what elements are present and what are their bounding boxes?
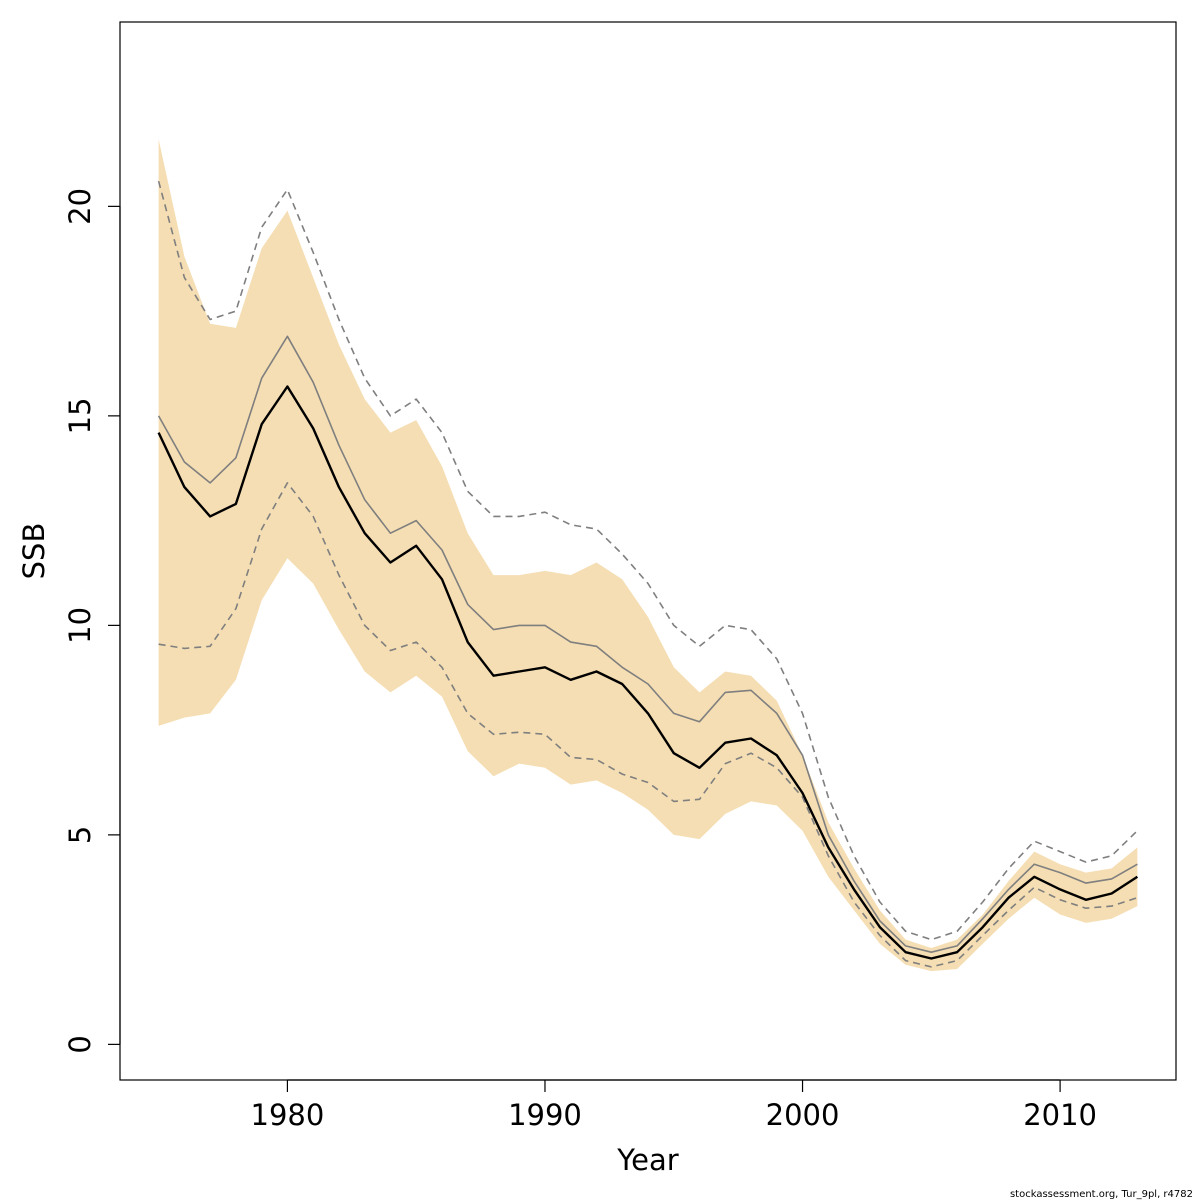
y-tick-label-10: 10	[63, 607, 97, 644]
series-line-4	[158, 482, 1138, 968]
x-tick-label-2000: 2000	[766, 1098, 840, 1132]
y-tick-label-15: 15	[63, 397, 97, 434]
series-line-2	[157, 335, 1138, 954]
footer-source-text: stockassessment.org, Tur_9pl, r4782	[1010, 1189, 1193, 1200]
y-tick-label-0: 0	[63, 1035, 97, 1053]
confidence-band-layer	[158, 139, 1138, 972]
x-tick-label-1980: 1980	[251, 1098, 325, 1132]
confidence-band	[158, 139, 1138, 972]
y-tick-label-20: 20	[63, 188, 97, 225]
x-axis-title: Year	[616, 1143, 678, 1177]
y-axis-title: SSB	[17, 523, 51, 580]
y-tick-label-5: 5	[63, 826, 97, 844]
x-axis: 1980 1990 2000 2010	[251, 1079, 1097, 1132]
series-line-1	[157, 385, 1139, 960]
series-layer	[157, 180, 1139, 968]
series-line-3	[157, 180, 1138, 941]
x-tick-label-2010: 2010	[1023, 1098, 1097, 1132]
x-tick-label-1990: 1990	[508, 1098, 582, 1132]
y-axis: 0 5 10 15 20	[63, 188, 121, 1054]
